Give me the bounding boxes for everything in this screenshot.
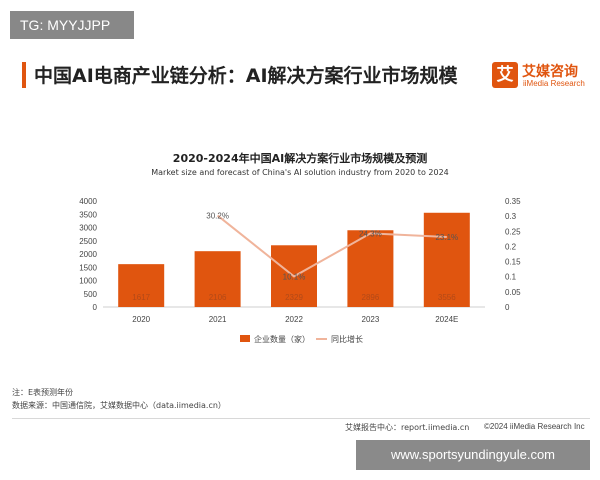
bar-value-label: 2329 <box>285 293 303 302</box>
x-tick-label: 2023 <box>362 315 380 324</box>
chart-subtitle: Market size and forecast of China's AI s… <box>151 168 449 177</box>
legend-label-line: 同比增长 <box>331 334 363 344</box>
logo-name: 艾媒咨询 <box>522 64 578 80</box>
bar <box>194 251 241 307</box>
y-tick-label: 2000 <box>79 250 97 259</box>
x-tick-label: 2022 <box>285 315 303 324</box>
growth-data-label: 30.2% <box>206 212 229 221</box>
y-tick-label: 2500 <box>79 237 97 246</box>
y2-tick-label: 0 <box>505 303 510 312</box>
y2-tick-label: 0.15 <box>505 258 521 267</box>
logo-tagline: iiMedia Research <box>523 79 585 88</box>
bar-value-label: 3556 <box>438 293 456 302</box>
y2-tick-label: 0.2 <box>505 242 517 251</box>
y-tick-label: 500 <box>84 290 98 299</box>
chart-title: 2020-2024年中国AI解决方案行业市场规模及预测 <box>172 152 428 165</box>
bar-series <box>118 212 470 307</box>
bar-value-label: 1617 <box>132 293 150 302</box>
legend-swatch-bar <box>240 335 250 342</box>
y2-tick-label: 0.1 <box>505 273 517 282</box>
data-source: 数据来源：中国通信院，艾媒数据中心（data.iimedia.cn） <box>12 401 226 410</box>
bar <box>423 212 470 307</box>
y2-tick-label: 0.25 <box>505 227 521 236</box>
growth-data-label: 10.1% <box>283 272 306 281</box>
x-tick-label: 2020 <box>132 315 150 324</box>
left-axis: 0 500 1000 1500 2000 2500 3000 3500 4000 <box>79 197 97 312</box>
watermark: www.sportsyundingyule.com <box>356 440 590 470</box>
y-tick-label: 1500 <box>79 263 97 272</box>
y-tick-label: 3000 <box>79 224 97 233</box>
footer-divider <box>12 418 590 419</box>
y2-tick-label: 0.35 <box>505 197 521 206</box>
bar-value-label: 2106 <box>209 293 227 302</box>
y-tick-label: 0 <box>93 303 98 312</box>
right-axis: 0 0.05 0.1 0.15 0.2 0.25 0.3 0.35 <box>505 197 521 312</box>
title-accent-bar <box>22 62 26 88</box>
x-tick-label: 2024E <box>435 315 458 324</box>
x-axis-labels: 2020 2021 2022 2023 2024E <box>132 315 458 324</box>
footer-report-link[interactable]: 艾媒报告中心：report.iimedia.cn <box>345 423 470 432</box>
growth-line <box>216 214 447 278</box>
y2-tick-label: 0.3 <box>505 212 517 221</box>
y-tick-label: 4000 <box>79 197 97 206</box>
tg-badge: TG: MYYJJPP <box>10 11 134 39</box>
y-tick-label: 1000 <box>79 277 97 286</box>
legend-label-bar: 企业数量（家） <box>254 334 310 344</box>
bar <box>118 264 165 307</box>
page-title: 中国AI电商产业链分析：AI解决方案行业市场规模 <box>34 65 458 87</box>
bar-value-labels: 1617 2106 2329 2896 3556 <box>132 293 456 302</box>
footnote: 注：E表预测年份 <box>12 388 74 397</box>
chart-canvas: 0 500 1000 1500 2000 2500 3000 3500 4000 0 0.05 0.… <box>79 197 521 344</box>
growth-data-label: 23.1% <box>435 233 458 242</box>
footer-copyright: ©2024 iiMedia Research Inc <box>484 422 585 431</box>
logo-icon: 艾 <box>492 62 518 88</box>
growth-data-label: 24.3% <box>359 229 382 238</box>
line-series: 30.2% 10.1% 24.3% 23.1% <box>206 212 458 282</box>
x-tick-label: 2021 <box>209 315 227 324</box>
bar-value-label: 2896 <box>362 293 380 302</box>
chart-legend: 企业数量（家） 同比增长 <box>240 334 363 344</box>
y2-tick-label: 0.05 <box>505 288 521 297</box>
y-tick-label: 3500 <box>79 210 97 219</box>
